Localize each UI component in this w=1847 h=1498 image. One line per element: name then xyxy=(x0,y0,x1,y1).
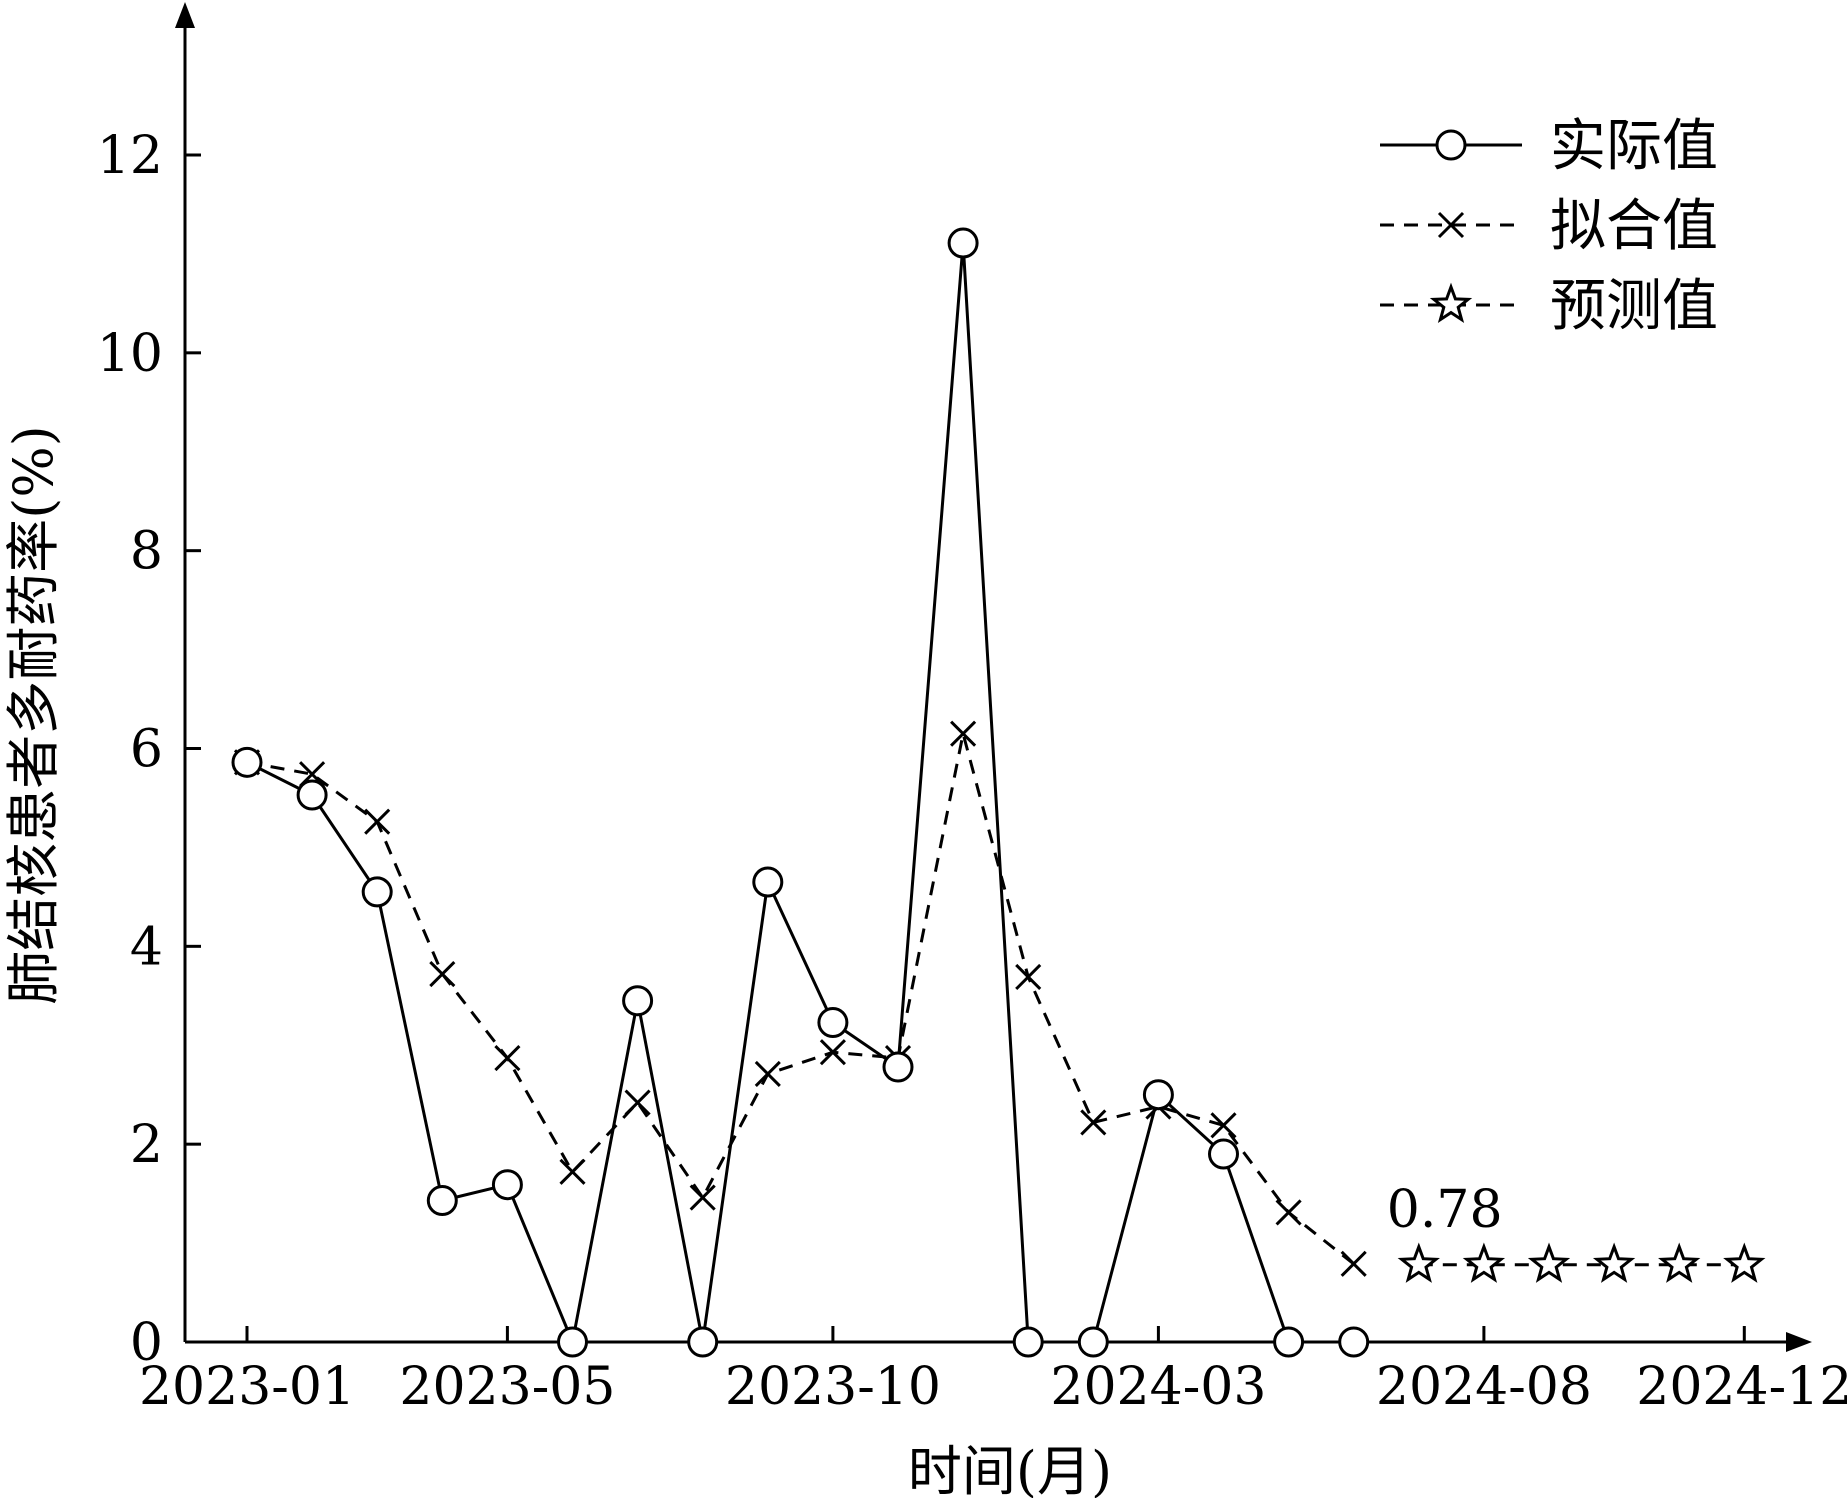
legend-label: 预测值 xyxy=(1550,274,1718,339)
actual-point xyxy=(491,1169,523,1201)
x-marker-stroke xyxy=(1340,1250,1367,1277)
fitted-point xyxy=(1340,1250,1367,1277)
x-marker-stroke xyxy=(429,960,456,988)
x-tick-label: 2024-12 xyxy=(1636,1357,1847,1417)
legend-label: 实际值 xyxy=(1550,114,1718,179)
actual-point xyxy=(361,876,393,908)
x-tick-label: 2023-01 xyxy=(139,1357,355,1417)
fitted-point xyxy=(689,1184,716,1211)
actual-point xyxy=(231,746,263,778)
x-tick-label: 2024-08 xyxy=(1376,1357,1592,1417)
legend-label: 拟合值 xyxy=(1550,194,1718,259)
annotation-label: 0.78 xyxy=(1387,1180,1503,1240)
forecast-point xyxy=(1527,1242,1571,1283)
y-tick-label: 2 xyxy=(130,1115,163,1175)
fitted-series-line xyxy=(246,732,1355,1266)
actual-point xyxy=(426,1185,458,1217)
y-tick-label: 12 xyxy=(97,126,163,186)
fitted-point xyxy=(819,1039,846,1066)
x-tick-label: 2024-03 xyxy=(1050,1357,1266,1417)
actual-point xyxy=(1077,1326,1109,1358)
forecast-point xyxy=(1592,1242,1636,1283)
forecast-point xyxy=(1462,1242,1506,1283)
forecast-point xyxy=(1397,1242,1440,1283)
actual-point xyxy=(752,866,784,898)
legend-entry: 实际值 xyxy=(1380,114,1718,179)
x-tick-label: 2023-05 xyxy=(399,1357,615,1417)
actual-point xyxy=(1273,1326,1305,1358)
fitted-point xyxy=(1080,1109,1107,1136)
x-marker-stroke xyxy=(689,1184,716,1211)
actual-point xyxy=(882,1051,914,1083)
actual-point xyxy=(296,779,328,811)
legend-marker xyxy=(1435,129,1467,161)
actual-point xyxy=(622,985,654,1017)
y-axis-arrow xyxy=(175,2,195,28)
x-marker-stroke xyxy=(1275,1199,1302,1226)
actual-series-line xyxy=(246,241,1354,1344)
x-marker-stroke xyxy=(754,1060,781,1087)
actual-point xyxy=(1338,1326,1370,1358)
x-marker-stroke xyxy=(559,1158,586,1185)
actual-point xyxy=(557,1326,588,1358)
fitted-point xyxy=(1015,963,1042,991)
y-tick-label: 8 xyxy=(130,522,163,582)
legend-entry: 拟合值 xyxy=(1380,194,1718,259)
x-tick-label: 2023-10 xyxy=(725,1357,941,1417)
fitted-point xyxy=(950,720,977,747)
y-tick-label: 4 xyxy=(130,917,163,977)
series-layer xyxy=(231,227,1766,1358)
actual-point xyxy=(687,1326,719,1358)
actual-point xyxy=(947,227,979,259)
forecast-point xyxy=(1723,1242,1766,1283)
fitted-point xyxy=(559,1158,586,1185)
legend-marker xyxy=(1437,211,1465,239)
actual-point xyxy=(1208,1138,1239,1170)
fitted-point xyxy=(429,960,456,988)
fitted-point xyxy=(754,1060,781,1087)
x-marker-stroke xyxy=(494,1045,521,1072)
y-axis-title: 肺结核患者多耐药率(%) xyxy=(2,425,65,1004)
forecast-point xyxy=(1658,1242,1701,1283)
x-marker-stroke xyxy=(1015,963,1042,991)
annotations: 0.78 xyxy=(1387,1180,1503,1240)
legend-marker xyxy=(1429,282,1473,324)
fitted-point xyxy=(494,1045,521,1072)
actual-point xyxy=(1142,1079,1174,1111)
fitted-point xyxy=(364,808,391,835)
fitted-point xyxy=(1275,1199,1302,1226)
y-tick-label: 6 xyxy=(130,720,163,780)
x-marker-stroke xyxy=(1080,1109,1107,1136)
actual-point xyxy=(817,1006,849,1038)
y-tick-label: 10 xyxy=(97,324,163,384)
x-axis-arrow xyxy=(1786,1332,1812,1352)
x-marker-stroke xyxy=(950,720,977,747)
fitted-point xyxy=(1210,1112,1237,1139)
x-marker-stroke xyxy=(1210,1112,1237,1139)
y-tick-label: 0 xyxy=(130,1313,163,1373)
x-marker-stroke xyxy=(819,1039,846,1066)
x-marker-stroke xyxy=(624,1089,651,1116)
x-axis-title: 时间(月) xyxy=(908,1440,1112,1498)
fitted-point xyxy=(624,1089,651,1116)
x-marker-stroke xyxy=(1437,211,1465,239)
actual-point xyxy=(1012,1326,1044,1358)
legend-entry: 预测值 xyxy=(1380,274,1718,339)
x-marker-stroke xyxy=(364,808,391,835)
